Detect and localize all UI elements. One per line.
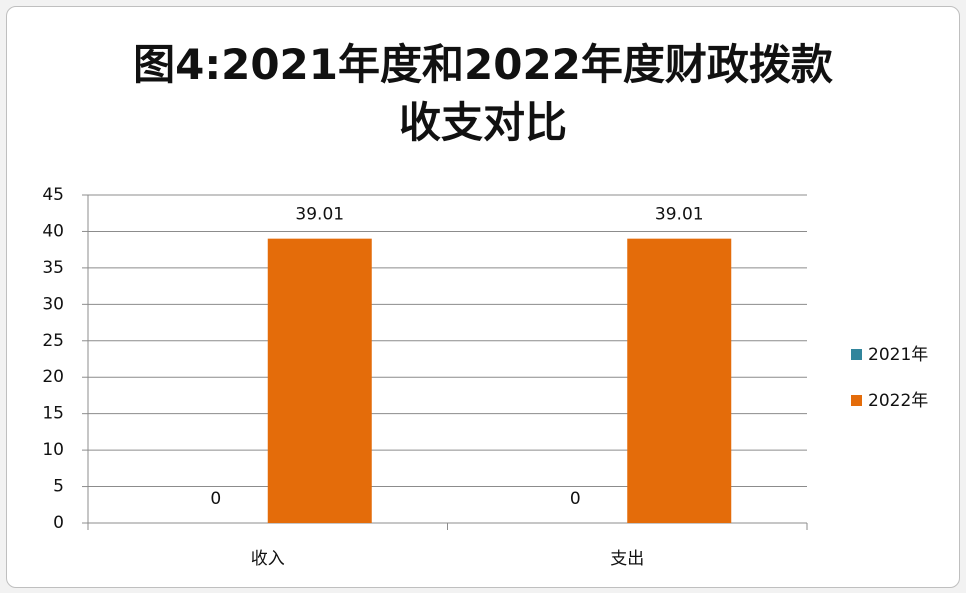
y-tick-label: 35 xyxy=(42,258,64,278)
bar xyxy=(627,238,732,523)
legend-swatch xyxy=(851,395,862,406)
y-tick-label: 45 xyxy=(42,185,64,205)
y-tick-label: 0 xyxy=(53,513,64,533)
data-label: 0 xyxy=(570,489,581,509)
bar xyxy=(267,238,372,523)
y-tick-label: 25 xyxy=(42,331,64,351)
data-label: 0 xyxy=(210,489,221,509)
legend-swatch xyxy=(851,349,862,360)
x-tick-label: 收入 xyxy=(251,549,285,569)
chart-frame xyxy=(6,6,960,588)
data-label: 39.01 xyxy=(655,205,704,225)
data-label: 39.01 xyxy=(295,205,344,225)
y-tick-label: 5 xyxy=(53,477,64,497)
y-tick-label: 30 xyxy=(42,294,64,314)
y-tick-label: 10 xyxy=(42,440,64,460)
chart-title: 图4:2021年度和2022年度财政拨款收支对比 xyxy=(133,40,833,147)
legend-label: 2022年 xyxy=(868,391,928,411)
legend-label: 2021年 xyxy=(868,345,928,365)
x-tick-label: 支出 xyxy=(610,549,644,569)
y-tick-label: 20 xyxy=(42,367,64,387)
y-tick-label: 40 xyxy=(42,221,64,241)
y-tick-label: 15 xyxy=(42,404,64,424)
